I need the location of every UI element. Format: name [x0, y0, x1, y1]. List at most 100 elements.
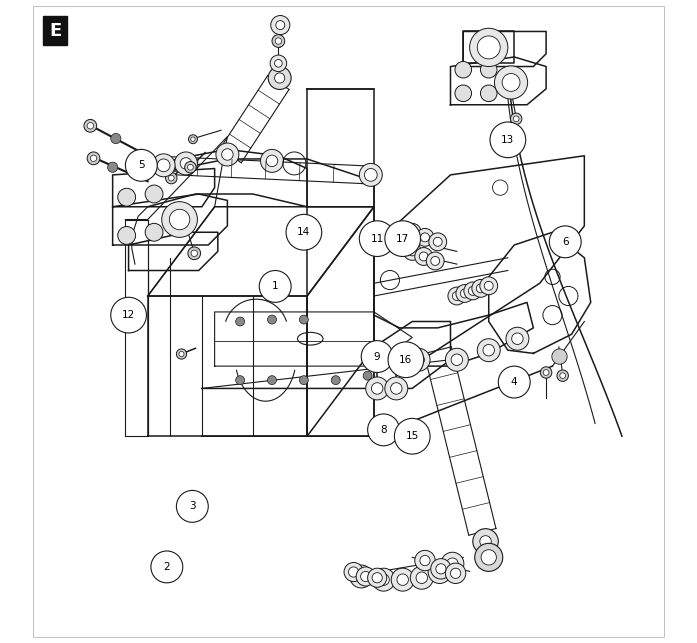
Text: 12: 12	[122, 310, 135, 320]
Circle shape	[420, 252, 428, 261]
Circle shape	[540, 367, 552, 378]
Text: 17: 17	[396, 233, 409, 244]
Circle shape	[404, 242, 421, 260]
Circle shape	[266, 155, 277, 167]
Circle shape	[372, 573, 382, 583]
Circle shape	[502, 73, 520, 91]
Text: 2: 2	[164, 562, 170, 572]
Circle shape	[512, 333, 523, 345]
Circle shape	[456, 285, 474, 302]
Circle shape	[448, 287, 466, 305]
Circle shape	[366, 377, 389, 400]
Circle shape	[300, 376, 308, 385]
Circle shape	[179, 352, 184, 357]
Text: 13: 13	[501, 135, 514, 145]
Circle shape	[445, 349, 468, 371]
Circle shape	[420, 233, 429, 242]
Circle shape	[475, 543, 503, 572]
Text: 5: 5	[138, 160, 145, 170]
Circle shape	[506, 327, 529, 350]
Circle shape	[416, 572, 427, 583]
Circle shape	[84, 120, 97, 132]
Circle shape	[361, 341, 393, 372]
Circle shape	[372, 568, 395, 591]
Circle shape	[451, 354, 463, 365]
Text: 11: 11	[371, 233, 384, 244]
Circle shape	[270, 55, 286, 71]
Circle shape	[464, 282, 482, 300]
Circle shape	[420, 556, 430, 566]
Circle shape	[118, 226, 136, 244]
Text: 8: 8	[381, 425, 387, 435]
Circle shape	[356, 567, 375, 586]
Circle shape	[185, 161, 196, 173]
Circle shape	[261, 149, 284, 172]
Circle shape	[397, 574, 408, 585]
Circle shape	[286, 214, 322, 250]
Circle shape	[473, 529, 498, 554]
Circle shape	[496, 138, 507, 148]
Circle shape	[429, 233, 447, 251]
Circle shape	[483, 345, 494, 356]
Circle shape	[348, 567, 359, 577]
Circle shape	[513, 116, 519, 122]
Circle shape	[367, 568, 387, 587]
Circle shape	[166, 172, 177, 184]
Text: 4: 4	[511, 377, 518, 387]
Circle shape	[427, 252, 444, 270]
Circle shape	[431, 559, 451, 579]
Circle shape	[560, 373, 565, 379]
Circle shape	[360, 163, 382, 186]
Circle shape	[470, 28, 508, 66]
Circle shape	[385, 221, 420, 257]
Circle shape	[268, 66, 291, 89]
Circle shape	[450, 568, 461, 579]
Circle shape	[169, 210, 190, 230]
Circle shape	[191, 250, 197, 257]
Circle shape	[360, 221, 395, 257]
Circle shape	[222, 149, 233, 160]
Circle shape	[441, 552, 464, 575]
Circle shape	[552, 349, 567, 364]
Circle shape	[276, 21, 285, 30]
Circle shape	[259, 271, 291, 302]
Circle shape	[275, 38, 282, 44]
Circle shape	[111, 134, 121, 143]
Circle shape	[477, 36, 500, 59]
Circle shape	[187, 165, 193, 170]
Circle shape	[300, 315, 308, 324]
Text: 3: 3	[189, 502, 196, 511]
Text: 9: 9	[374, 352, 381, 361]
Text: 16: 16	[399, 355, 413, 365]
Text: E: E	[49, 22, 61, 40]
Circle shape	[118, 188, 136, 206]
Circle shape	[158, 159, 170, 172]
Circle shape	[87, 123, 93, 129]
Circle shape	[188, 247, 201, 260]
Circle shape	[169, 175, 174, 181]
Circle shape	[481, 550, 496, 565]
Circle shape	[355, 571, 367, 582]
Circle shape	[480, 62, 497, 78]
Circle shape	[174, 152, 197, 175]
Circle shape	[360, 572, 371, 581]
Circle shape	[455, 62, 472, 78]
Circle shape	[152, 154, 175, 177]
Circle shape	[216, 143, 239, 166]
Circle shape	[468, 286, 477, 295]
Circle shape	[275, 73, 285, 83]
Circle shape	[434, 566, 445, 578]
Circle shape	[549, 226, 581, 258]
Circle shape	[107, 162, 118, 172]
Circle shape	[236, 317, 245, 326]
Circle shape	[404, 223, 421, 241]
Circle shape	[350, 565, 373, 588]
Circle shape	[498, 366, 530, 398]
Circle shape	[87, 152, 100, 165]
Circle shape	[188, 135, 197, 143]
Circle shape	[452, 291, 461, 300]
Circle shape	[395, 419, 430, 454]
Circle shape	[477, 339, 500, 361]
Circle shape	[385, 377, 408, 400]
Circle shape	[268, 315, 277, 324]
